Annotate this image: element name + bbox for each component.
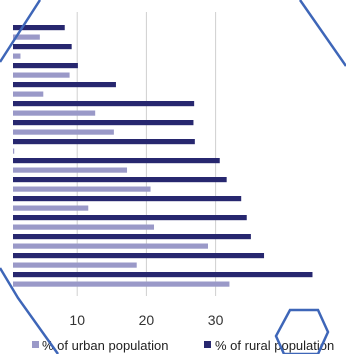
decor-stroke-right xyxy=(298,0,346,67)
bar-rural-12 xyxy=(13,234,251,240)
bar-rural-2 xyxy=(13,44,72,50)
bar-urban-9 xyxy=(13,186,151,192)
legend: % of urban population % of rural populat… xyxy=(32,338,334,353)
bar-urban-8 xyxy=(13,167,128,173)
bar-rural-3 xyxy=(13,63,78,69)
bar-rural-6 xyxy=(13,120,194,126)
decor-stroke-left-lower xyxy=(0,267,60,355)
bar-urban-1 xyxy=(13,34,40,40)
bar-rural-13 xyxy=(13,253,265,259)
bar-rural-4 xyxy=(13,82,116,88)
legend-swatch-rural xyxy=(204,341,211,348)
bar-urban-7 xyxy=(13,148,15,154)
x-tick-label: 30 xyxy=(208,312,224,328)
x-tick-label: 10 xyxy=(69,312,85,328)
bar-urban-5 xyxy=(13,110,96,116)
x-tick-label: 20 xyxy=(139,312,155,328)
bar-rural-9 xyxy=(13,177,227,183)
bar-urban-13 xyxy=(13,262,137,268)
bar-urban-11 xyxy=(13,224,155,230)
bar-urban-6 xyxy=(13,129,114,135)
bar-urban-4 xyxy=(13,91,44,97)
bar-rural-10 xyxy=(13,196,242,202)
bar-rural-8 xyxy=(13,158,220,164)
bar-rural-11 xyxy=(13,215,247,221)
bar-rural-7 xyxy=(13,139,195,145)
bar-rural-1 xyxy=(13,25,65,31)
legend-label-urban: % of urban population xyxy=(42,338,168,353)
bar-urban-3 xyxy=(13,72,70,78)
legend-label-rural: % of rural population xyxy=(215,338,334,353)
x-axis-ticks: 10 20 30 xyxy=(69,312,223,328)
decor-stroke-left xyxy=(0,0,42,63)
bars xyxy=(13,25,313,287)
legend-swatch-urban xyxy=(32,341,39,348)
bar-urban-12 xyxy=(13,243,208,249)
bar-urban-14 xyxy=(13,281,230,287)
bar-rural-14 xyxy=(13,272,313,278)
bar-urban-10 xyxy=(13,205,89,211)
bar-urban-2 xyxy=(13,53,21,59)
bar-rural-5 xyxy=(13,101,195,107)
